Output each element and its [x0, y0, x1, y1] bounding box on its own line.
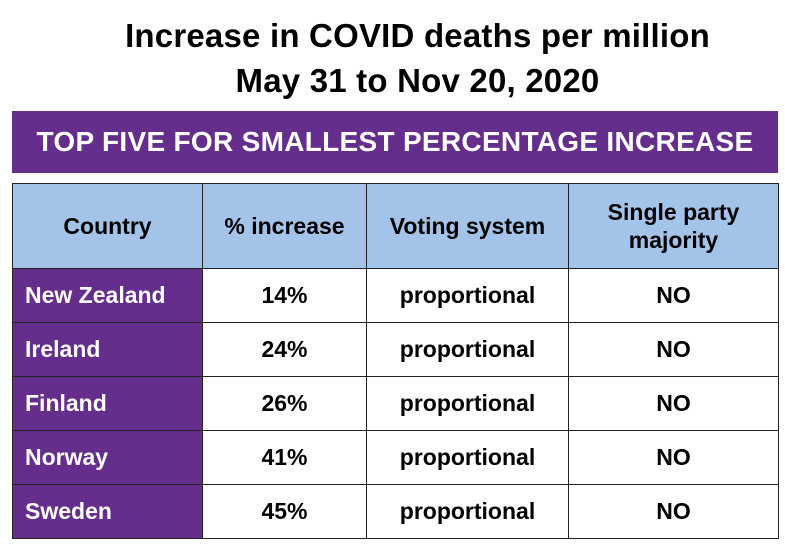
- increase-cell: 45%: [202, 484, 367, 539]
- voting-system-cell: proportional: [366, 322, 569, 377]
- table-banner: TOP FIVE FOR SMALLEST PERCENTAGE INCREAS…: [12, 111, 778, 173]
- voting-system-cell: proportional: [366, 376, 569, 431]
- chart-title: Increase in COVID deaths per million: [125, 17, 710, 54]
- increase-cell: 24%: [202, 322, 367, 377]
- column-header-voting-system: Voting system: [366, 183, 569, 269]
- table-row: Norway 41% proportional NO: [12, 430, 779, 485]
- data-table: Country % increase Voting system Single …: [12, 183, 779, 539]
- header-row: Country % increase Voting system Single …: [12, 183, 779, 269]
- majority-cell: NO: [568, 376, 779, 431]
- column-header-country: Country: [12, 183, 203, 269]
- voting-system-cell: proportional: [366, 484, 569, 539]
- majority-cell: NO: [568, 268, 779, 323]
- voting-system-cell: proportional: [366, 430, 569, 485]
- increase-cell: 41%: [202, 430, 367, 485]
- country-cell: Sweden: [12, 484, 203, 539]
- majority-cell: NO: [568, 322, 779, 377]
- country-cell: Norway: [12, 430, 203, 485]
- voting-system-cell: proportional: [366, 268, 569, 323]
- table-row: New Zealand 14% proportional NO: [12, 268, 779, 323]
- majority-cell: NO: [568, 430, 779, 485]
- majority-cell: NO: [568, 484, 779, 539]
- column-header-single-party-majority: Single party majority: [568, 183, 779, 269]
- chart-subtitle: May 31 to Nov 20, 2020: [235, 62, 600, 99]
- table-row: Finland 26% proportional NO: [12, 376, 779, 431]
- country-cell: Ireland: [12, 322, 203, 377]
- increase-cell: 26%: [202, 376, 367, 431]
- increase-cell: 14%: [202, 268, 367, 323]
- table-row: Ireland 24% proportional NO: [12, 322, 779, 377]
- column-header-increase: % increase: [202, 183, 367, 269]
- country-cell: New Zealand: [12, 268, 203, 323]
- country-cell: Finland: [12, 376, 203, 431]
- table-row: Sweden 45% proportional NO: [12, 484, 779, 539]
